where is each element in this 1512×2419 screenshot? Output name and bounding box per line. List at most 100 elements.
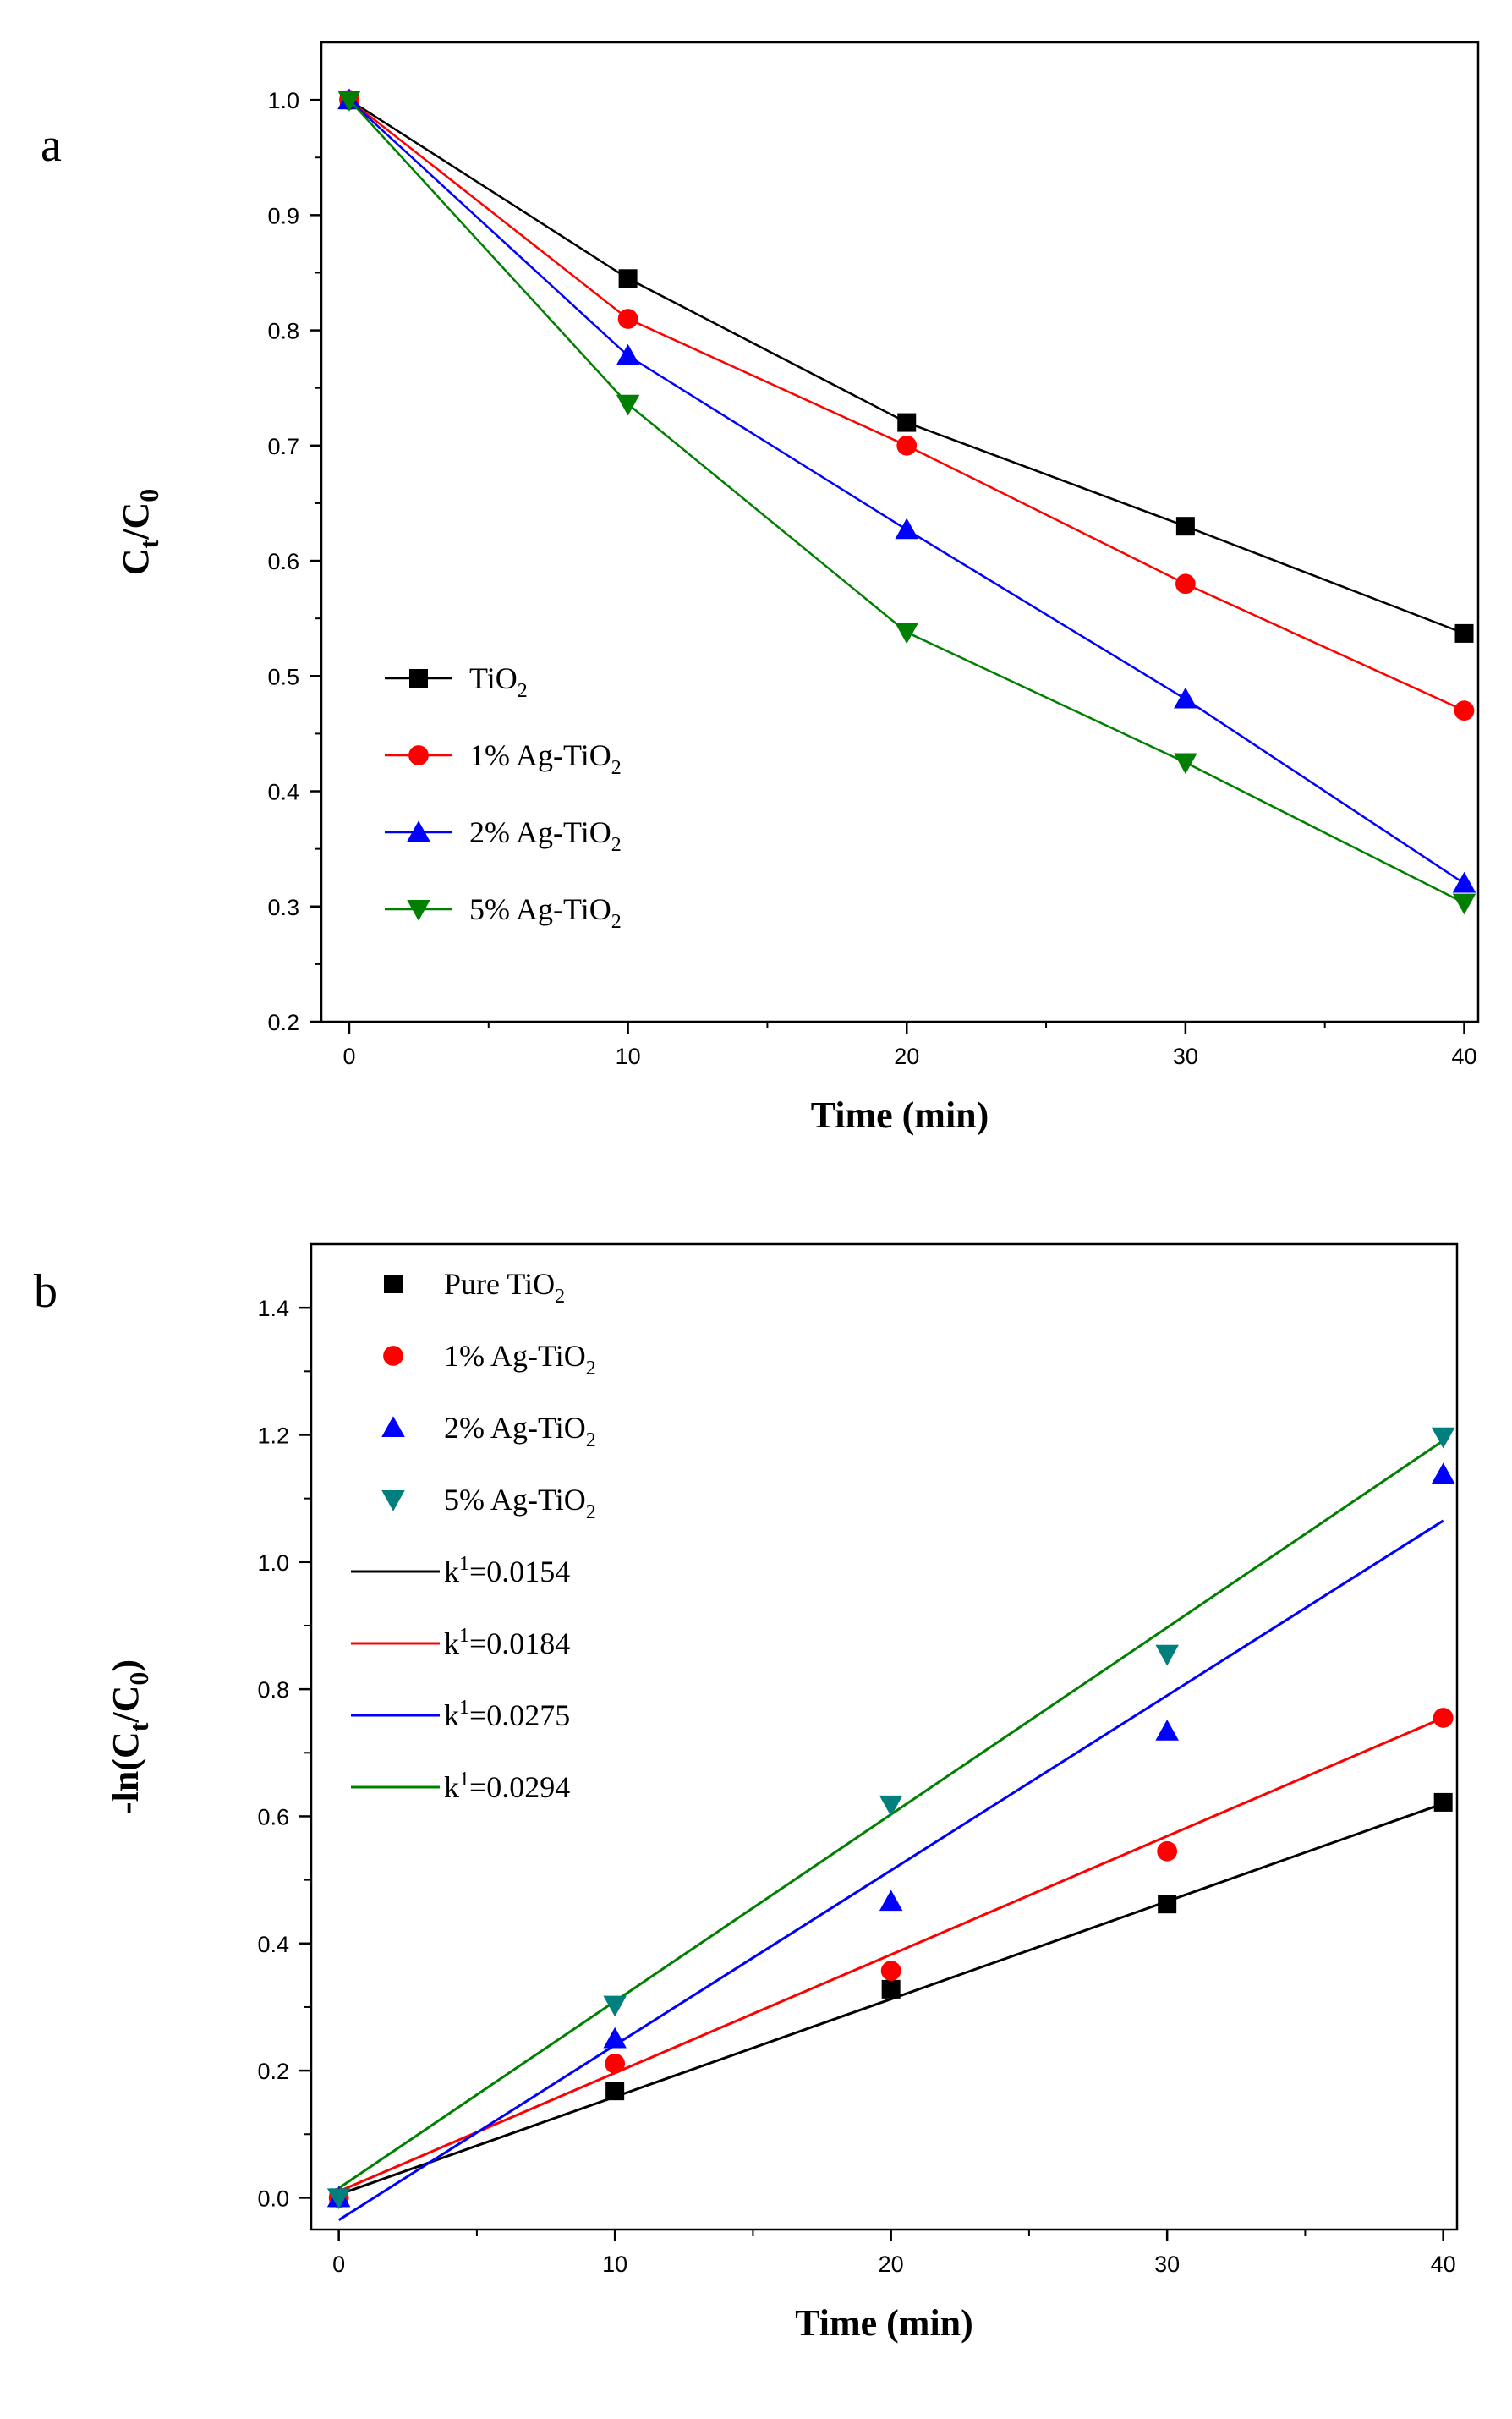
legend-label: k1=0.0184 bbox=[444, 1625, 570, 1660]
legend-marker bbox=[408, 745, 429, 765]
legend: Pure TiO2 1% Ag-TiO2 2% Ag-TiO2 5% Ag-TiO2 k… bbox=[351, 1267, 596, 1804]
y-tick-label: 0.6 bbox=[257, 1804, 289, 1829]
legend-label: 2% Ag-TiO2 bbox=[444, 1411, 596, 1451]
legend-marker bbox=[407, 820, 430, 842]
x-axis-title: Time (min) bbox=[811, 1094, 989, 1136]
fit-line bbox=[337, 1519, 1444, 2221]
y-tick-label: 0.9 bbox=[267, 203, 299, 228]
fit-line bbox=[338, 1802, 1444, 2197]
data-point bbox=[603, 1995, 627, 2017]
legend-marker bbox=[383, 1346, 403, 1366]
y-tick-label: 0.8 bbox=[257, 1677, 289, 1703]
x-tick-label: 10 bbox=[602, 2252, 627, 2277]
data-point bbox=[603, 2027, 627, 2049]
legend-label: 2% Ag-TiO2 bbox=[469, 815, 622, 856]
legend-label: k1=0.0154 bbox=[444, 1553, 570, 1588]
data-point bbox=[897, 413, 917, 432]
data-point bbox=[1155, 1644, 1179, 1666]
data-point bbox=[617, 309, 638, 329]
x-tick-label: 30 bbox=[1154, 2252, 1180, 2277]
y-tick-label: 0.6 bbox=[267, 549, 299, 574]
data-point bbox=[881, 1979, 901, 1999]
data-point bbox=[879, 1795, 903, 1817]
y-tick-label: 0.4 bbox=[257, 1932, 289, 1957]
data-point bbox=[1174, 753, 1197, 775]
legend-label: 5% Ag-TiO2 bbox=[469, 892, 622, 933]
y-tick-label: 1.0 bbox=[267, 88, 299, 113]
data-point bbox=[1454, 623, 1474, 643]
legend-marker bbox=[381, 1490, 405, 1511]
series-line bbox=[348, 99, 1465, 712]
y-tick-label: 0.5 bbox=[267, 664, 299, 689]
x-tick-label: 0 bbox=[342, 1044, 355, 1069]
x-tick-label: 20 bbox=[894, 1044, 919, 1069]
data-point bbox=[1433, 1708, 1454, 1728]
data-point bbox=[1433, 1792, 1453, 1812]
y-tick-label: 0.2 bbox=[257, 2059, 289, 2084]
legend: TiO2 1% Ag-TiO2 2% Ag-TiO2 5% Ag-TiO2 bbox=[385, 661, 622, 933]
data-point bbox=[1454, 700, 1475, 721]
data-point bbox=[337, 91, 361, 112]
y-tick-label: 1.2 bbox=[257, 1423, 289, 1448]
x-tick-label: 30 bbox=[1173, 1044, 1198, 1069]
data-point bbox=[1175, 573, 1196, 595]
plot-frame bbox=[320, 41, 1480, 1023]
y-tick-label: 0.2 bbox=[267, 1010, 299, 1035]
data-point bbox=[1452, 871, 1476, 893]
data-point bbox=[879, 1890, 903, 1912]
data-point bbox=[1452, 893, 1476, 915]
series-line bbox=[348, 99, 1465, 904]
y-tick-label: 0.3 bbox=[267, 895, 299, 920]
panel-a-letter: a bbox=[41, 119, 62, 172]
y-axis-title: Ct/C0 bbox=[115, 489, 164, 575]
y-tick-label: 0.0 bbox=[257, 2186, 289, 2211]
legend-label: 1% Ag-TiO2 bbox=[444, 1339, 596, 1380]
data-point bbox=[895, 623, 918, 645]
data-point bbox=[1431, 1427, 1455, 1449]
data-point bbox=[1431, 1462, 1455, 1484]
data-point bbox=[605, 2082, 625, 2101]
data-point bbox=[616, 394, 640, 416]
data-point bbox=[1155, 1719, 1179, 1741]
legend-label: TiO2 bbox=[469, 661, 528, 702]
panel-b-letter: b bbox=[34, 1265, 58, 1318]
x-axis-title: Time (min) bbox=[795, 2302, 973, 2344]
chart-a: 0 10 20 30 40 0.2 0.3 0.4 0.5 0.6 0.7 0.8 0.9 1.0 Time… bbox=[115, 41, 1480, 1136]
legend-label: k1=0.0275 bbox=[444, 1697, 570, 1732]
fit-line bbox=[338, 1716, 1444, 2193]
x-tick-label: 40 bbox=[1451, 1044, 1476, 1069]
data-point bbox=[880, 1961, 901, 1981]
x-tick-label: 10 bbox=[616, 1044, 641, 1069]
legend-marker bbox=[384, 1275, 403, 1293]
y-tick-label: 0.8 bbox=[267, 319, 299, 344]
chart-b: 0 10 20 30 40 0.0 0.2 0.4 0.6 0.8 1.0 1.2 1.4 Time (m… bbox=[105, 1242, 1459, 2344]
plot-frame bbox=[310, 1242, 1459, 2231]
x-tick-label: 20 bbox=[879, 2252, 904, 2277]
y-tick-label: 1.0 bbox=[257, 1550, 289, 1576]
legend-marker bbox=[407, 900, 430, 921]
x-tick-label: 40 bbox=[1431, 2252, 1456, 2277]
x-tick-label: 0 bbox=[332, 2252, 345, 2277]
data-point bbox=[895, 518, 918, 540]
legend-label: k1=0.0294 bbox=[444, 1769, 570, 1804]
y-tick-label: 0.4 bbox=[267, 780, 299, 805]
legend-label: Pure TiO2 bbox=[444, 1267, 565, 1308]
legend-marker bbox=[381, 1416, 405, 1437]
data-point bbox=[326, 2188, 351, 2210]
y-tick-label: 0.7 bbox=[267, 434, 299, 459]
data-point bbox=[616, 343, 640, 365]
legend-label: 5% Ag-TiO2 bbox=[444, 1483, 596, 1523]
data-point bbox=[618, 269, 638, 288]
legend-marker bbox=[409, 669, 428, 688]
data-point bbox=[1175, 517, 1195, 536]
y-tick-label: 1.4 bbox=[257, 1296, 289, 1321]
data-point bbox=[1157, 1840, 1178, 1862]
data-point bbox=[1174, 687, 1197, 709]
series-line bbox=[348, 99, 1465, 635]
legend-label: 1% Ag-TiO2 bbox=[469, 738, 622, 779]
data-point bbox=[896, 435, 918, 456]
data-point bbox=[605, 2053, 626, 2074]
data-point bbox=[1158, 1895, 1177, 1914]
y-axis-title: -ln(Ct/C0) bbox=[105, 1659, 154, 1814]
